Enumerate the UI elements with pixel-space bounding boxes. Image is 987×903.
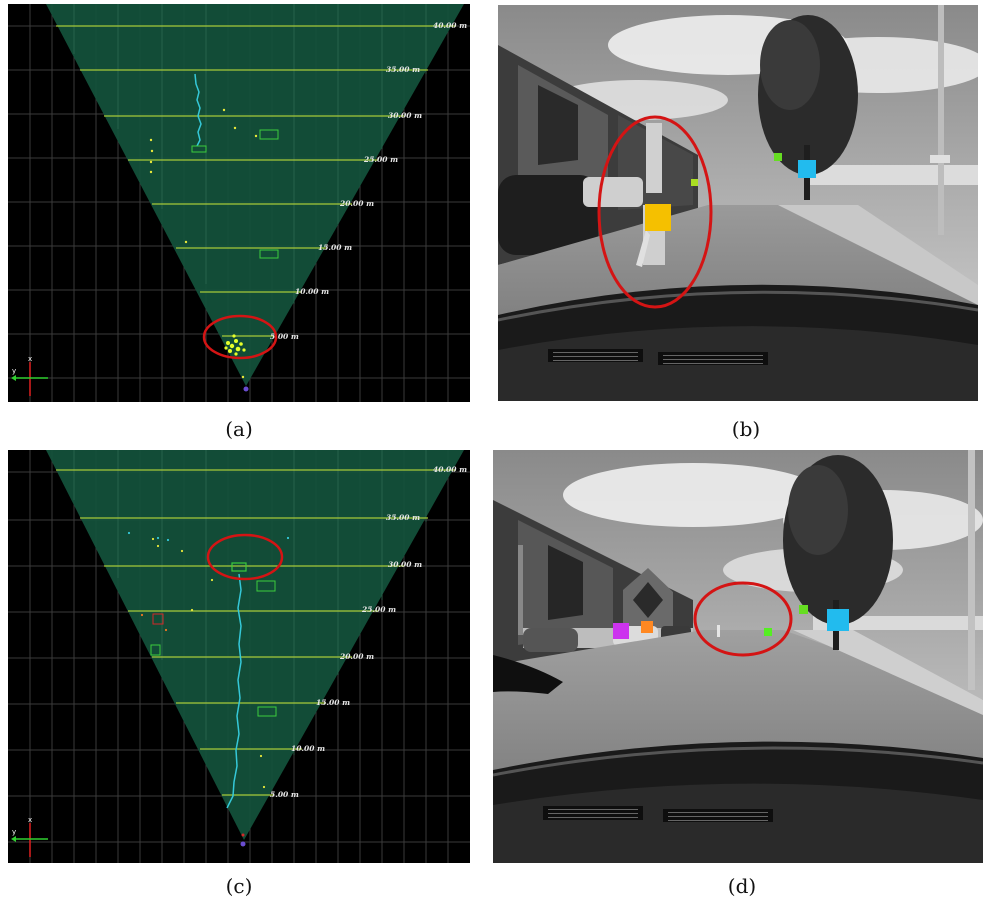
range-rings	[56, 469, 456, 796]
target-box	[191, 145, 207, 153]
object-marker-purple	[613, 623, 629, 639]
radar-bev-a: 40.00 m 35.00 m 30.00 m 25.00 m 20.00 m …	[8, 4, 470, 402]
highlight-ellipse	[597, 115, 713, 309]
camera-image-d	[493, 450, 983, 863]
track-trajectory	[194, 73, 202, 147]
range-label-15: 15.00 m	[318, 243, 352, 252]
detection-points	[151, 537, 266, 789]
cluster-points	[127, 531, 290, 542]
range-label-10: 10.00 m	[291, 744, 325, 753]
sensor-origin	[243, 386, 249, 392]
panel-c-radar-view: 40.00 m 35.00 m 30.00 m 25.00 m 20.00 m …	[8, 450, 470, 863]
range-label-35: 35.00 m	[386, 65, 420, 74]
object-marker-cyan	[827, 609, 849, 631]
panel-b-camera-view	[498, 5, 978, 401]
range-label-30: 30.00 m	[388, 560, 422, 569]
object-marker-orange	[641, 621, 653, 633]
target-box-red	[152, 613, 164, 625]
camera-image-b	[498, 5, 978, 401]
target-box	[231, 562, 247, 572]
target-box	[257, 706, 277, 717]
highlight-ellipse	[202, 314, 278, 360]
range-label-5: 5.00 m	[270, 332, 299, 341]
axis-indicator: x y	[11, 355, 48, 396]
range-rings	[56, 25, 456, 337]
range-label-40: 40.00 m	[433, 21, 467, 30]
range-label-25: 25.00 m	[361, 605, 396, 614]
range-label-35: 35.00 m	[386, 513, 420, 522]
caption-d: (d)	[727, 874, 757, 898]
fov-wedge	[46, 450, 464, 840]
target-box	[256, 580, 276, 592]
target-box	[150, 644, 161, 656]
detection-points	[149, 108, 258, 244]
pedestrian-marker	[645, 204, 671, 231]
axis-x-label: x	[28, 355, 32, 363]
object-marker-cyan	[798, 160, 816, 178]
caption-b: (b)	[731, 417, 761, 441]
axis-indicator: x y	[11, 816, 48, 857]
radar-bev-c: 40.00 m 35.00 m 30.00 m 25.00 m 20.00 m …	[8, 450, 470, 863]
range-label-20: 20.00 m	[339, 652, 374, 661]
range-label-30: 30.00 m	[388, 111, 422, 120]
caption-a: (a)	[225, 417, 253, 441]
target-box	[259, 249, 279, 259]
object-marker-lime	[691, 179, 698, 186]
near-detections	[224, 334, 246, 356]
highlight-ellipse	[206, 533, 284, 581]
axis-y-label: y	[12, 828, 16, 836]
sensor-origin	[240, 841, 246, 847]
highlight-ellipse	[693, 581, 793, 657]
range-label-40: 40.00 m	[433, 465, 467, 474]
range-label-10: 10.00 m	[295, 287, 329, 296]
fov-wedge	[46, 4, 464, 386]
caption-c: (c)	[225, 874, 253, 898]
panel-a-radar-view: 40.00 m 35.00 m 30.00 m 25.00 m 20.00 m …	[8, 4, 470, 402]
range-label-5: 5.00 m	[270, 790, 299, 799]
range-label-25: 25.00 m	[363, 155, 398, 164]
track-trajectory	[226, 573, 242, 809]
object-marker-green	[774, 153, 782, 161]
axis-x-label: x	[28, 816, 32, 824]
range-label-20: 20.00 m	[339, 199, 374, 208]
pedestrian-marker	[764, 628, 772, 636]
range-label-15: 15.00 m	[316, 698, 350, 707]
target-box	[259, 129, 279, 140]
panel-d-camera-view	[493, 450, 983, 863]
axis-y-label: y	[12, 367, 16, 375]
object-marker-green	[799, 605, 808, 614]
